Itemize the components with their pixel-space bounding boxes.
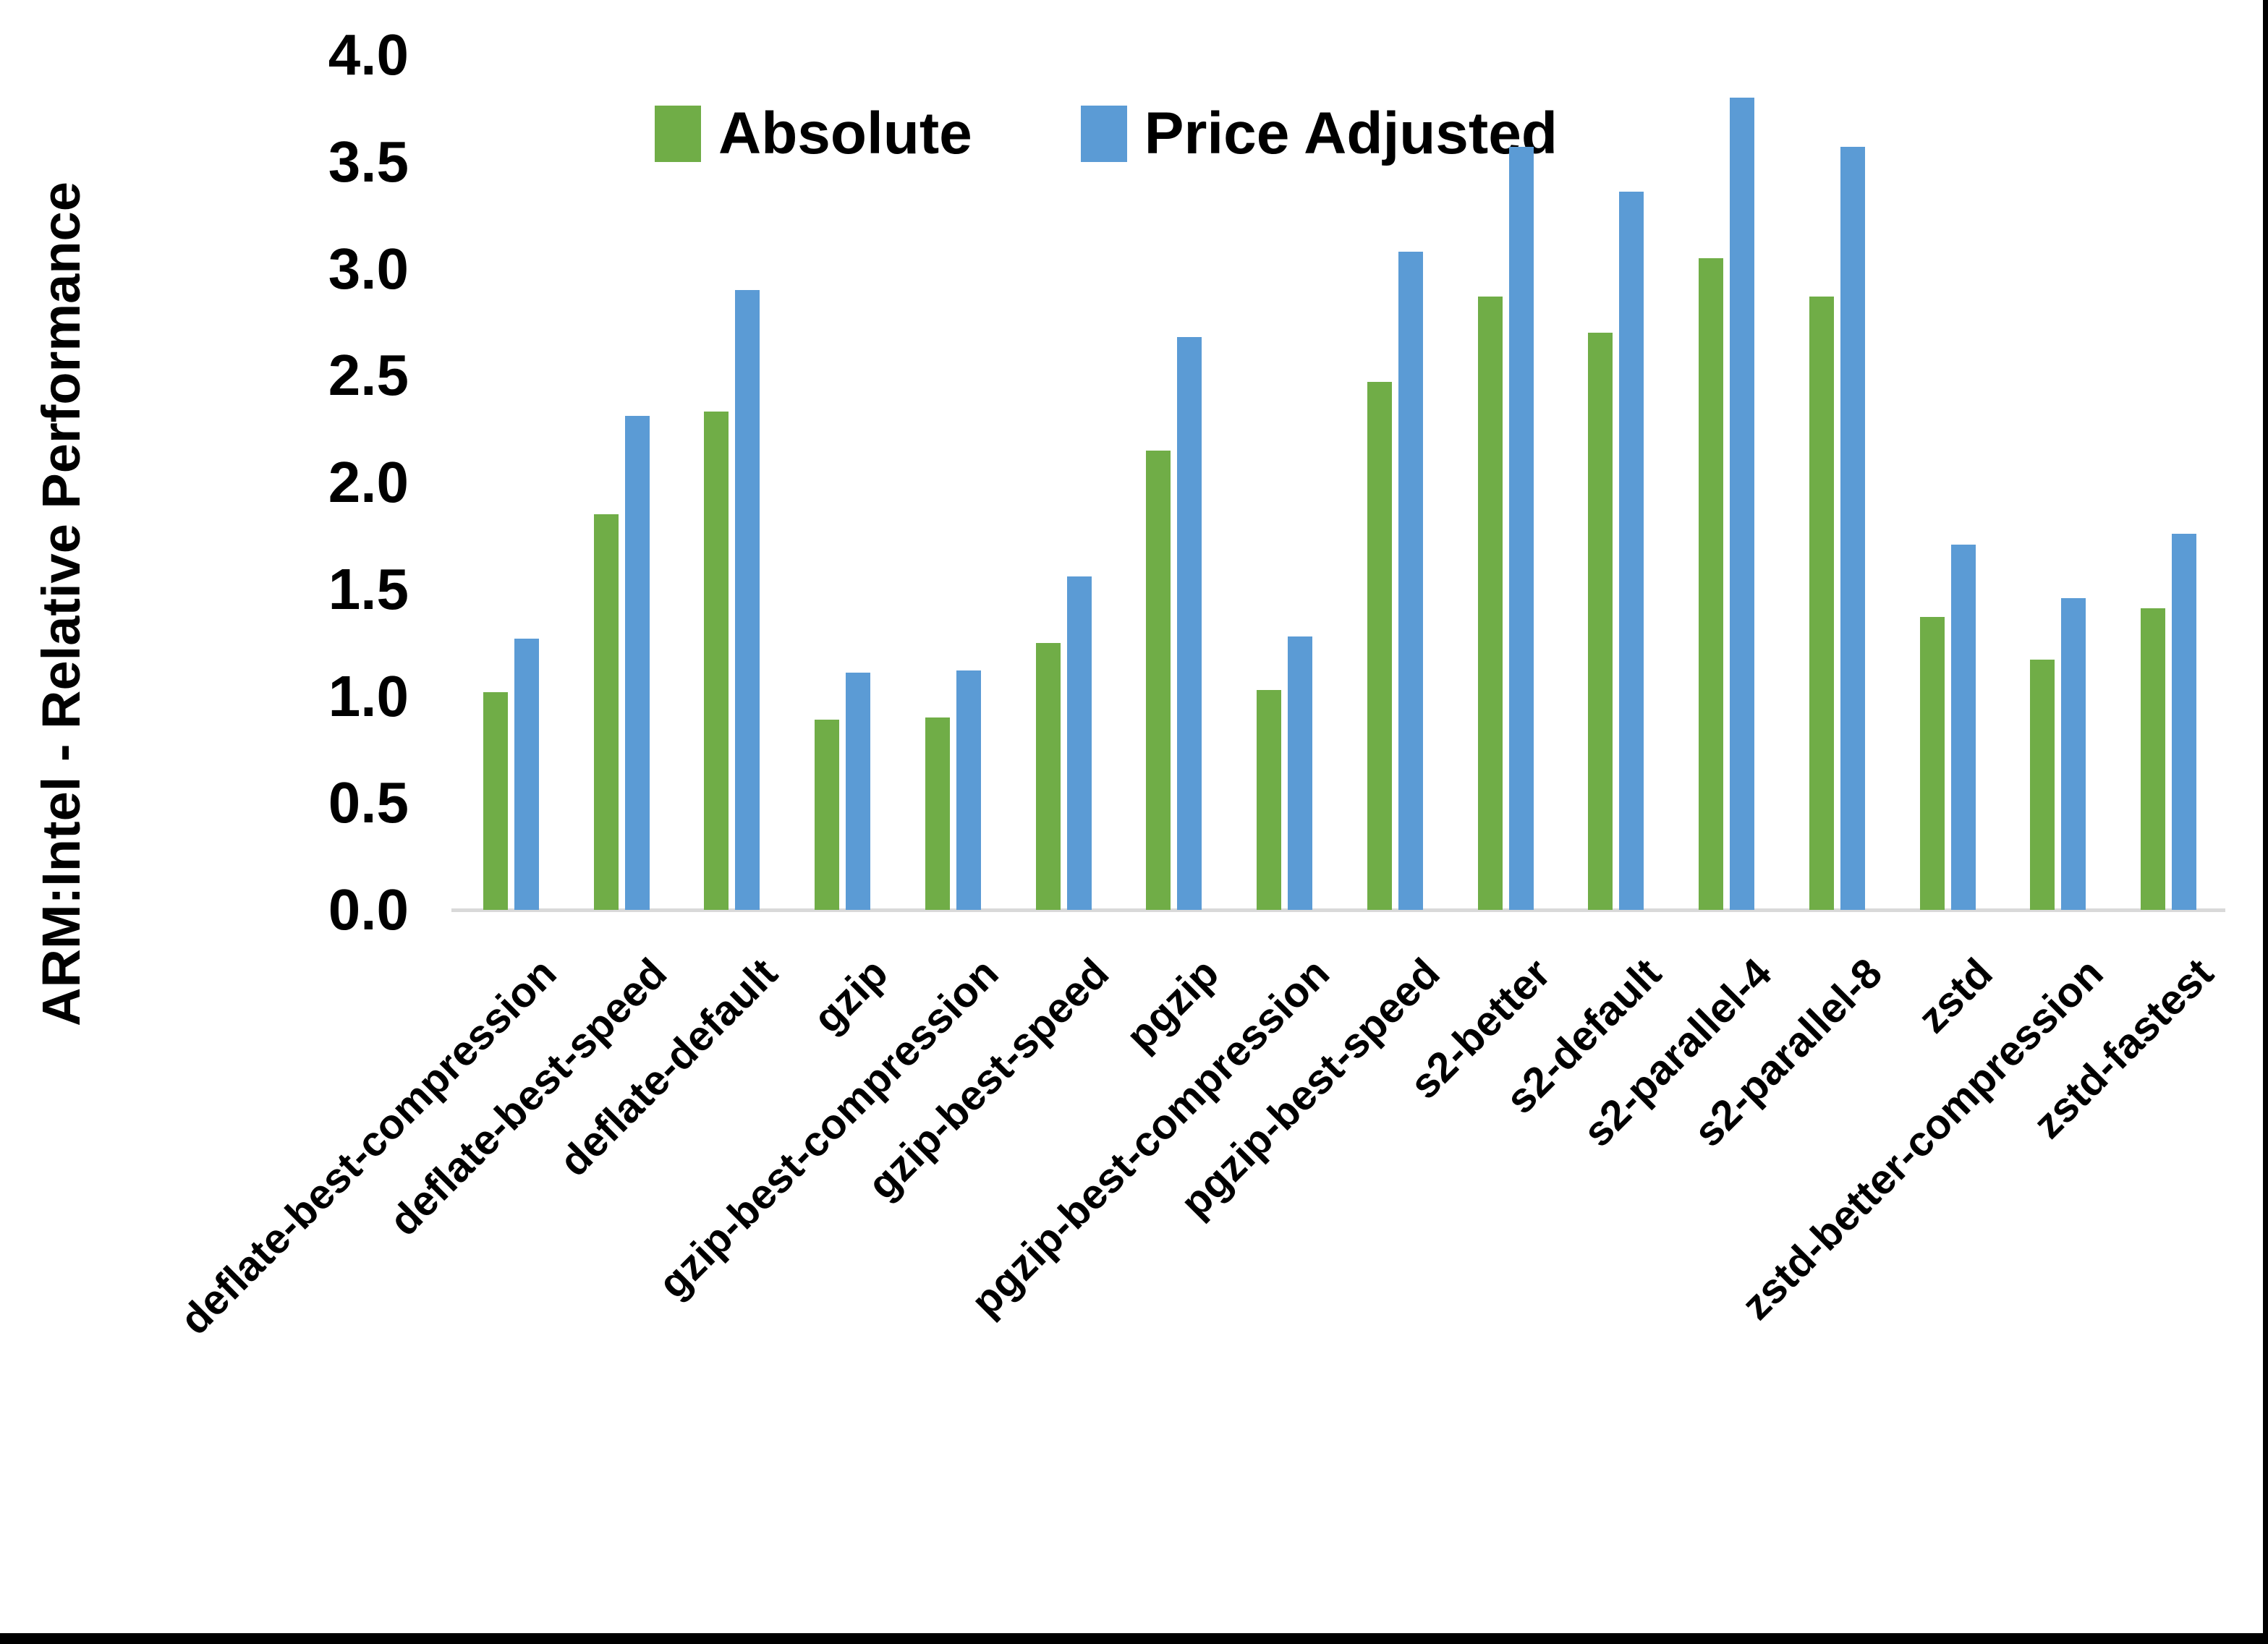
y-tick-label: 0.0	[328, 877, 409, 942]
legend: Absolute Price Adjusted	[655, 100, 1558, 168]
y-tick-label: 2.0	[328, 450, 409, 514]
bar-absolute-s2-default	[1588, 333, 1613, 910]
y-tick-label: 1.0	[328, 663, 409, 728]
legend-label-price-adjusted: Price Adjusted	[1144, 101, 1558, 166]
bar-price-adjusted-deflate-default	[735, 290, 760, 910]
y-tick-label: 4.0	[328, 22, 409, 87]
y-tick-label: 1.5	[328, 556, 409, 621]
x-tick-label-zstd: zstd	[1908, 949, 2002, 1042]
y-tick-label: 3.5	[328, 129, 409, 194]
bar-price-adjusted-pgzip-best-compression	[1288, 636, 1313, 910]
bar-absolute-deflate-best-speed	[593, 514, 619, 910]
y-tick-label: 2.5	[328, 343, 409, 408]
bar-price-adjusted-gzip	[846, 672, 871, 910]
bar-price-adjusted-zstd	[1950, 544, 1976, 910]
bar-absolute-zstd-better-compression	[2030, 660, 2055, 910]
bar-price-adjusted-s2-parallel-4	[1730, 98, 1755, 910]
y-tick-label: 3.0	[328, 236, 409, 301]
bar-price-adjusted-pgzip-best-speed	[1398, 251, 1423, 910]
bar-absolute-pgzip-best-speed	[1367, 382, 1392, 910]
bar-absolute-s2-better	[1477, 296, 1503, 910]
legend-item-price-adjusted: Price Adjusted	[1080, 100, 1558, 168]
bar-absolute-pgzip-best-compression	[1257, 689, 1282, 910]
legend-label-absolute: Absolute	[718, 101, 972, 166]
bar-price-adjusted-zstd-fastest	[2172, 533, 2197, 910]
bar-price-adjusted-pgzip	[1177, 337, 1202, 910]
bar-absolute-deflate-best-compression	[483, 691, 508, 910]
bar-absolute-gzip	[815, 720, 840, 910]
bar-price-adjusted-s2-parallel-8	[1840, 147, 1865, 910]
bar-absolute-pgzip	[1146, 450, 1171, 910]
bar-price-adjusted-gzip-best-compression	[956, 670, 981, 910]
bar-absolute-s2-parallel-8	[1809, 296, 1834, 910]
bar-absolute-s2-parallel-4	[1699, 257, 1724, 910]
legend-swatch-price-adjusted-icon	[1080, 106, 1127, 162]
legend-swatch-absolute-icon	[655, 106, 701, 162]
y-axis-title: ARM:Intel - Relative Performance	[31, 182, 91, 1026]
y-tick-label: 0.5	[328, 770, 409, 835]
bar-price-adjusted-s2-better	[1508, 147, 1534, 910]
x-tick-label-gzip: gzip	[804, 949, 897, 1042]
bar-absolute-zstd-fastest	[2141, 608, 2166, 910]
bar-price-adjusted-s2-default	[1619, 192, 1644, 910]
legend-item-absolute: Absolute	[655, 100, 972, 168]
x-axis-line	[451, 908, 2225, 912]
bar-absolute-gzip-best-speed	[1035, 642, 1061, 910]
bar-price-adjusted-gzip-best-speed	[1066, 576, 1092, 910]
bar-absolute-zstd	[1919, 617, 1945, 910]
bar-price-adjusted-zstd-better-compression	[2061, 597, 2086, 910]
bar-price-adjusted-deflate-best-compression	[514, 638, 539, 910]
bar-price-adjusted-deflate-best-speed	[624, 416, 650, 910]
bar-absolute-gzip-best-compression	[925, 717, 950, 910]
bar-absolute-deflate-default	[704, 412, 729, 910]
